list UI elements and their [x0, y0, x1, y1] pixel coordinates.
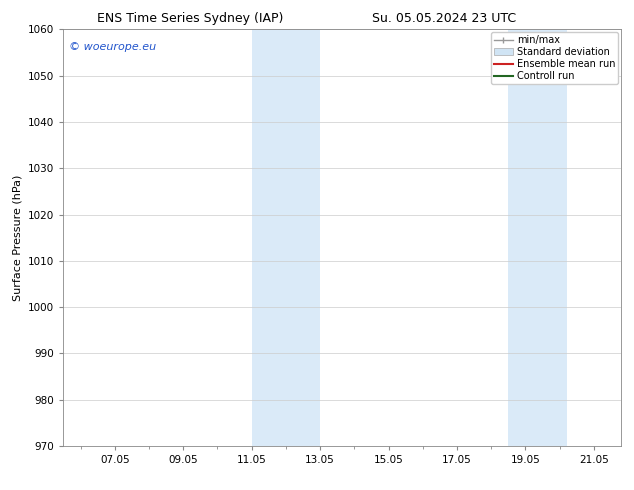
Text: ENS Time Series Sydney (IAP): ENS Time Series Sydney (IAP) [97, 12, 283, 25]
Text: Su. 05.05.2024 23 UTC: Su. 05.05.2024 23 UTC [372, 12, 516, 25]
Bar [508, 29, 567, 446]
Y-axis label: Surface Pressure (hPa): Surface Pressure (hPa) [13, 174, 23, 301]
Text: © woeurope.eu: © woeurope.eu [69, 42, 156, 52]
Legend: min/max, Standard deviation, Ensemble mean run, Controll run: min/max, Standard deviation, Ensemble me… [491, 32, 618, 84]
Bar [252, 29, 320, 446]
